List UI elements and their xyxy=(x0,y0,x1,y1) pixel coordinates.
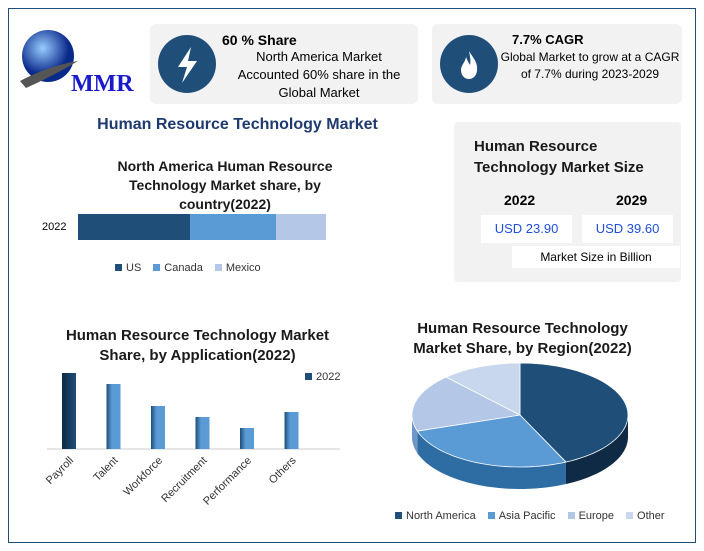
legend-swatch xyxy=(395,512,402,519)
slice-side-europe xyxy=(412,415,418,454)
bar-payroll xyxy=(62,373,76,449)
legend-swatch xyxy=(487,512,495,519)
legend-label: US xyxy=(126,262,142,274)
slice-side-asia-pacific xyxy=(417,431,566,489)
lightning-icon xyxy=(158,35,216,93)
region-legend: North America Asia Pacific Europe Other xyxy=(395,510,665,522)
application-legend: 2022 xyxy=(305,371,340,383)
legend-item: Europe xyxy=(567,510,615,522)
market-size-box: Human Resource Technology Market Size 20… xyxy=(454,122,681,282)
bar-talent xyxy=(106,384,121,449)
bar-others xyxy=(284,412,299,449)
country-chart-title: North America Human Resource Technology … xyxy=(117,158,333,212)
tick-label: Workforce xyxy=(121,455,165,499)
legend-label: North America xyxy=(406,510,476,522)
bar-us xyxy=(78,214,190,240)
bar-mexico xyxy=(276,214,326,240)
value-2022: USD 23.90 xyxy=(481,215,572,243)
main-title: Human Resource Technology Market xyxy=(97,116,378,133)
legend-item: Asia Pacific xyxy=(487,510,556,522)
legend-label: 2022 xyxy=(316,371,341,383)
year-2029: 2029 xyxy=(616,192,648,208)
tick-label: Others xyxy=(267,454,299,486)
slice-europe xyxy=(411,376,522,432)
legend-label: Europe xyxy=(578,510,615,522)
region-pie-chart xyxy=(411,362,629,489)
legend-swatch xyxy=(626,512,634,519)
legend-item: North America xyxy=(395,510,476,522)
application-chart-title: Human Resource Technology Market Share, … xyxy=(65,327,330,364)
legend-item: Canada xyxy=(153,262,203,274)
bar-performance xyxy=(240,428,254,449)
legend-item: Mexico xyxy=(214,262,261,274)
legend-swatch xyxy=(214,264,222,271)
bar-workforce xyxy=(151,406,165,449)
logo-text: MMR xyxy=(71,71,134,97)
legend-item: Other xyxy=(626,510,665,522)
region-chart-title: Human Resource Technology Market Share, … xyxy=(413,320,632,357)
tick-label: Payroll xyxy=(44,455,76,487)
slice-asia-pacific xyxy=(416,414,567,468)
legend-label: Asia Pacific xyxy=(498,510,556,522)
bar-recruitment xyxy=(195,417,210,449)
card-headline: 7.7% CAGR xyxy=(512,32,584,47)
slice-side-north-america xyxy=(565,415,628,485)
globe-icon xyxy=(20,30,78,88)
country-legend: US Canada Mexico xyxy=(115,262,261,274)
value-2029: USD 39.60 xyxy=(582,215,673,243)
bar-canada xyxy=(189,214,277,240)
legend-swatch xyxy=(567,512,575,519)
tick-label: Talent xyxy=(91,455,120,484)
legend-label: Mexico xyxy=(225,262,261,274)
market-size-title: Human Resource Technology Market Size xyxy=(474,138,644,176)
logo: MMR xyxy=(18,26,142,97)
year-2022: 2022 xyxy=(504,192,536,208)
market-size-note: Market Size in Billion xyxy=(512,246,680,268)
legend-label: Other xyxy=(637,510,665,522)
slice-north-america xyxy=(519,362,629,463)
card-body: North America Market Accounted 60% share… xyxy=(237,49,401,100)
legend-item: US xyxy=(115,262,141,274)
category-label: 2022 xyxy=(42,221,67,233)
slice-other xyxy=(445,362,521,416)
legend-label: Canada xyxy=(164,262,203,274)
frame xyxy=(8,8,696,543)
cagr-card: 7.7% CAGR Global Market to grow at a CAG… xyxy=(432,24,682,104)
legend-swatch xyxy=(153,264,161,271)
legend-swatch xyxy=(305,373,312,380)
flame-icon xyxy=(440,35,498,93)
card-body: Global Market to grow at a CAGR of 7.7% … xyxy=(500,50,680,81)
card-headline: 60 % Share xyxy=(222,32,297,48)
legend-swatch xyxy=(115,264,122,271)
share-card: 60 % Share North America Market Accounte… xyxy=(150,24,418,104)
